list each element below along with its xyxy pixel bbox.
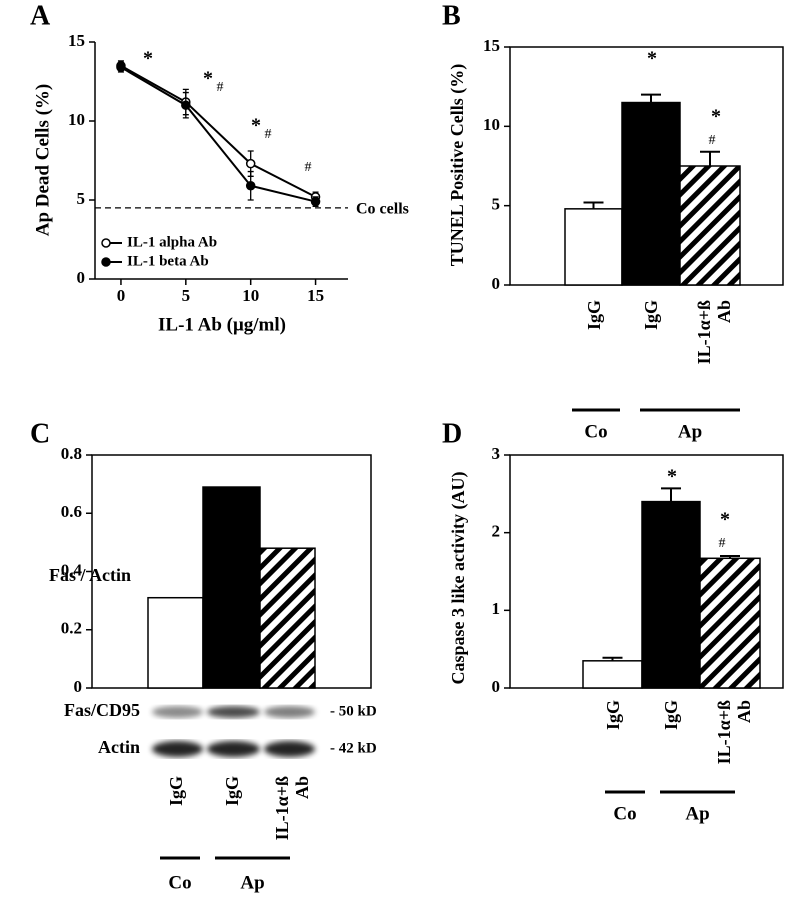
y-tick-label: 15 bbox=[68, 31, 85, 50]
annotation: * bbox=[720, 509, 730, 531]
blot-band bbox=[152, 741, 203, 757]
group-label: Ap bbox=[678, 421, 702, 442]
category-label: IgG bbox=[641, 300, 661, 331]
annotation: * bbox=[711, 106, 721, 128]
error-bar bbox=[602, 656, 623, 661]
bar bbox=[699, 557, 761, 689]
y-tick-label: 2 bbox=[492, 522, 501, 541]
legend-label: IL-1 beta Ab bbox=[127, 253, 209, 269]
blot-band bbox=[207, 741, 260, 757]
legend-marker bbox=[101, 238, 111, 248]
y-tick-label: 3 bbox=[492, 444, 501, 463]
blot-size-label: - 50 kD bbox=[330, 703, 377, 719]
y-axis-label: Fas / Actin bbox=[49, 565, 131, 585]
y-tick-label: 5 bbox=[492, 195, 501, 214]
panel-letter: A bbox=[30, 0, 51, 31]
bar bbox=[259, 547, 316, 689]
bar bbox=[564, 208, 623, 286]
marker bbox=[181, 100, 191, 110]
category-label: IgG bbox=[602, 700, 623, 731]
annotation: * bbox=[647, 48, 657, 70]
bar bbox=[582, 660, 643, 689]
group-label: Ap bbox=[240, 872, 264, 893]
panel-letter: B bbox=[442, 0, 461, 31]
category-label: IL-1α+ß Ab bbox=[271, 776, 312, 841]
blot-row-label: Actin bbox=[98, 737, 140, 757]
bar bbox=[679, 165, 741, 286]
x-axis-label: IL-1 Ab (μg/ml) bbox=[158, 314, 286, 335]
group-label: Co bbox=[584, 421, 607, 442]
bar bbox=[621, 101, 681, 286]
bar bbox=[147, 596, 204, 689]
legend-marker bbox=[101, 257, 111, 267]
annotation: # bbox=[719, 536, 726, 551]
annotation: * bbox=[143, 48, 153, 70]
annotation: * bbox=[251, 115, 261, 137]
y-tick-label: 0.2 bbox=[61, 619, 82, 638]
annotation: # bbox=[305, 160, 312, 175]
marker bbox=[310, 196, 321, 207]
y-tick-label: 5 bbox=[77, 189, 86, 208]
blot-band bbox=[152, 706, 203, 718]
category-label: IgG bbox=[165, 776, 186, 807]
marker bbox=[116, 62, 126, 73]
line bbox=[120, 66, 316, 203]
category-label: IL-1α+ß Ab bbox=[694, 300, 734, 365]
group-label: Co bbox=[613, 803, 636, 824]
annotation: * bbox=[203, 68, 213, 90]
annotation: # bbox=[265, 127, 272, 142]
error-bar bbox=[641, 93, 661, 103]
error-bar bbox=[661, 487, 681, 502]
bar bbox=[641, 500, 701, 689]
marker bbox=[245, 158, 256, 169]
bar bbox=[202, 486, 261, 689]
y-axis-label: Ap Dead Cells (%) bbox=[32, 84, 53, 237]
blot-band bbox=[264, 706, 315, 718]
y-tick-label: 0.8 bbox=[61, 444, 82, 463]
error-bar bbox=[720, 554, 740, 559]
marker bbox=[245, 181, 256, 191]
annotation: * bbox=[667, 466, 677, 488]
y-tick-label: 0.4 bbox=[61, 560, 83, 579]
group-label: Ap bbox=[685, 803, 709, 824]
blot-row-label: Fas/CD95 bbox=[64, 700, 140, 720]
blot-band bbox=[207, 706, 260, 718]
blot-size-label: - 42 kD bbox=[330, 740, 377, 756]
group-label: Co bbox=[168, 872, 191, 893]
category-label: IgG bbox=[221, 776, 242, 807]
legend-label: IL-1 alpha Ab bbox=[127, 234, 217, 250]
annotation: # bbox=[709, 133, 716, 148]
reference-label: Co cells bbox=[356, 201, 409, 218]
x-tick-label: 15 bbox=[307, 286, 324, 305]
y-tick-label: 10 bbox=[68, 110, 85, 129]
y-tick-label: 1 bbox=[492, 599, 501, 618]
annotation: # bbox=[217, 80, 224, 95]
x-tick-label: 10 bbox=[242, 286, 259, 305]
y-tick-label: 0 bbox=[492, 274, 501, 293]
category-label: IL-1α+ß Ab bbox=[714, 700, 754, 765]
y-axis-label: TUNEL Positive Cells (%) bbox=[447, 63, 467, 267]
x-tick-label: 0 bbox=[117, 286, 126, 305]
panel-letter: C bbox=[30, 418, 50, 449]
error-bar bbox=[700, 150, 720, 166]
y-tick-label: 0 bbox=[74, 677, 83, 696]
y-tick-label: 0.6 bbox=[61, 502, 82, 521]
y-tick-label: 0 bbox=[492, 677, 501, 696]
category-label: IgG bbox=[583, 300, 604, 331]
line bbox=[120, 64, 317, 198]
y-axis-label: Caspase 3 like activity (AU) bbox=[448, 471, 468, 685]
y-tick-label: 0 bbox=[77, 268, 86, 287]
x-tick-label: 5 bbox=[182, 286, 191, 305]
panel-letter: D bbox=[442, 418, 462, 449]
blot-band bbox=[264, 741, 315, 757]
y-tick-label: 10 bbox=[483, 115, 500, 134]
category-label: IgG bbox=[661, 700, 681, 731]
y-tick-label: 15 bbox=[483, 36, 500, 55]
error-bar bbox=[583, 201, 604, 209]
